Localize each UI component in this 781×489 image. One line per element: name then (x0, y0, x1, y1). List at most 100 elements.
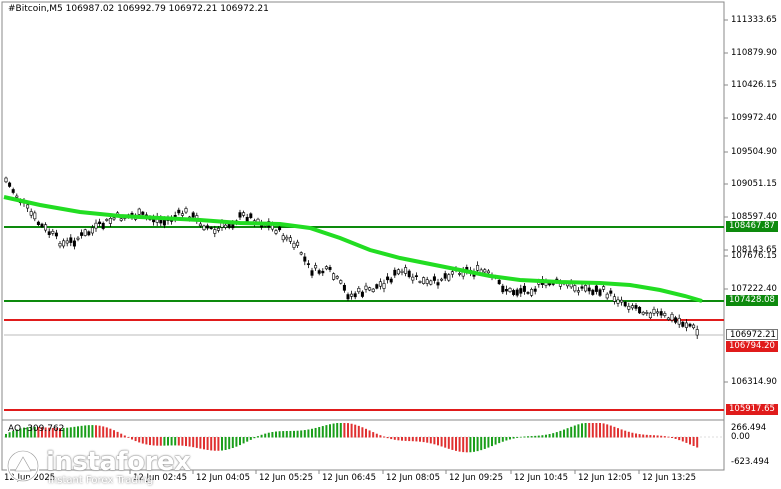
price-label: 111333.65 (731, 15, 777, 25)
candle-body (630, 305, 634, 309)
candle-body (213, 229, 217, 234)
ao-bar (91, 425, 94, 438)
candle-body (436, 282, 440, 286)
ao-bar (483, 437, 486, 449)
candle-body (677, 317, 681, 325)
ao-bar (41, 427, 43, 438)
candle-body (191, 212, 195, 218)
ao-bar (113, 430, 115, 438)
candle-body (317, 270, 321, 274)
candle-body (623, 301, 627, 307)
ao-bar (469, 437, 472, 453)
ao-bar (347, 423, 349, 438)
candle-body (519, 288, 523, 294)
candle-body (76, 237, 80, 240)
ao-bar (109, 428, 112, 438)
candle-body (645, 312, 649, 314)
candle-body (587, 287, 591, 292)
level-tag-lower-red: 105917.65 (726, 404, 778, 415)
ao-bar (15, 429, 18, 438)
ao-bar (440, 437, 443, 447)
candle-body (400, 270, 404, 273)
candle-body (47, 231, 51, 235)
ao-bar (671, 437, 673, 438)
ao-bar (537, 435, 540, 438)
candle-body (382, 283, 386, 289)
ao-bar (685, 437, 688, 443)
ao-bar (433, 437, 436, 445)
candle-body (533, 288, 537, 292)
ao-bar (437, 437, 439, 446)
ao-bar (329, 424, 331, 438)
ao-bar (498, 437, 501, 444)
candle-body (36, 221, 40, 226)
time-label: 12 Jun 12:05 (578, 473, 632, 483)
candle-body (33, 212, 37, 220)
candle-body (332, 273, 336, 280)
candle-body (501, 285, 505, 293)
ao-bar (55, 428, 58, 438)
candle-body (483, 269, 487, 273)
price-label: 108597.40 (731, 212, 777, 222)
ao-bar (624, 430, 627, 438)
candle-body (396, 269, 400, 275)
candle-body (216, 227, 220, 231)
candlesticks (4, 176, 699, 339)
ao-bar (509, 437, 511, 440)
ao-bar (573, 425, 576, 438)
ao-bar (224, 437, 227, 450)
candle-body (620, 299, 624, 303)
ao-bar (311, 428, 313, 438)
ao-bar (642, 434, 645, 438)
current-price-tag: 106972.21 (726, 329, 778, 340)
ao-bar (552, 433, 555, 438)
ao-bar (138, 437, 141, 443)
ao-bar (501, 437, 504, 442)
candle-body (335, 276, 339, 279)
indicator-scale-zero: 0.00 (731, 432, 750, 442)
candle-body (666, 317, 670, 320)
ao-bar (563, 429, 565, 438)
price-label: 110426.15 (731, 80, 777, 90)
candle-body (346, 294, 350, 300)
price-axis-ticks (724, 19, 728, 383)
candle-body (119, 218, 123, 221)
ao-bar (303, 430, 306, 438)
ao-bar (174, 437, 177, 446)
candle-body (616, 299, 620, 304)
ao-bar (123, 435, 126, 438)
candle-body (641, 311, 645, 315)
candle-body (458, 273, 462, 275)
candle-body (598, 289, 602, 296)
ao-bar (296, 430, 299, 438)
candle-body (224, 224, 228, 228)
ao-bar (581, 423, 583, 438)
ao-bar (267, 432, 270, 438)
ao-bar (411, 437, 414, 442)
ao-bar (264, 433, 267, 438)
candle-body (51, 230, 55, 234)
candle-body (692, 324, 696, 329)
ao-bar (649, 435, 652, 438)
price-label: 109972.40 (731, 113, 777, 123)
candle-body (429, 280, 433, 285)
ao-bar (318, 427, 321, 438)
chart-title: #Bitcoin,M5 106987.02 106992.79 106972.2… (8, 4, 269, 14)
candle-body (105, 219, 109, 221)
ao-bar (415, 437, 418, 442)
candle-body (65, 240, 69, 244)
ao-bar (253, 437, 256, 439)
ao-bar (87, 425, 90, 438)
ao-bar (570, 426, 573, 438)
candle-body (688, 323, 692, 327)
candle-body (497, 279, 501, 285)
candle-body (584, 285, 588, 292)
ao-bar (152, 437, 155, 446)
candle-body (206, 225, 210, 229)
candle-body (245, 216, 249, 222)
ao-bar (631, 432, 634, 438)
ao-bar (199, 437, 202, 449)
candle-body (414, 275, 418, 278)
candle-body (314, 265, 318, 269)
